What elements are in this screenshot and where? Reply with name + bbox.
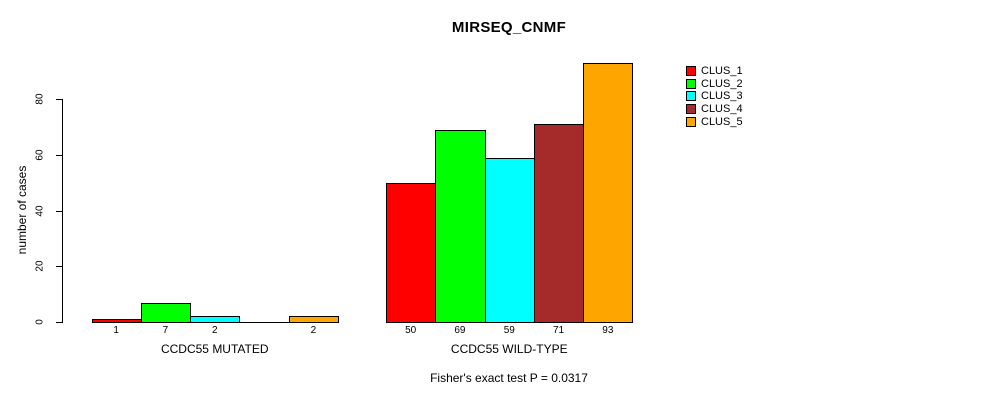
- bar-clus_4-zero: [239, 322, 290, 323]
- y-axis-tick: [56, 154, 62, 156]
- bar-value-label: 1: [113, 325, 119, 336]
- bar-clus_5: [288, 316, 339, 323]
- y-axis-tick: [56, 210, 62, 212]
- bar-value-label: 71: [552, 325, 565, 336]
- y-axis-tick-label: 20: [34, 260, 46, 272]
- bar-clus_2: [140, 302, 192, 323]
- y-axis-tick-label: 60: [34, 149, 46, 161]
- y-axis-tick-label: 80: [34, 93, 46, 105]
- group-label: CCDC55 WILD-TYPE: [450, 342, 568, 356]
- bar-clus_1: [386, 182, 437, 323]
- bar-value-label: 7: [162, 325, 169, 336]
- y-axis-tick: [56, 99, 62, 101]
- y-axis-line: [62, 99, 63, 323]
- y-axis-tick: [56, 266, 62, 268]
- bar-value-label: 50: [405, 325, 417, 336]
- bar-clus_5: [583, 63, 634, 323]
- y-axis-label: number of cases: [15, 165, 29, 255]
- bar-value-label: 69: [454, 325, 466, 336]
- annotation-text: Fisher's exact test P = 0.0317: [430, 371, 588, 385]
- legend-label: CLUS_1: [701, 65, 743, 77]
- legend-label: CLUS_5: [701, 115, 743, 128]
- y-axis-tick-label: 0: [34, 319, 46, 325]
- legend-label: CLUS_4: [701, 103, 743, 116]
- legend-swatch-clus_2: [686, 78, 696, 89]
- bar-value-label: 2: [211, 325, 218, 336]
- chart-title: MIRSEQ_CNMF: [451, 19, 567, 36]
- group-label: CCDC55 MUTATED: [160, 342, 269, 356]
- bar-clus_4: [533, 124, 585, 323]
- bar-clus_3: [484, 157, 535, 323]
- legend-swatch-clus_1: [686, 66, 696, 76]
- legend-swatch-clus_4: [686, 104, 696, 115]
- legend-swatch-clus_3: [686, 91, 696, 102]
- y-axis-tick-label: 40: [34, 205, 46, 217]
- bar-clus_2: [435, 129, 486, 323]
- legend-swatch-clus_5: [686, 116, 696, 127]
- legend-label: CLUS_3: [701, 90, 743, 103]
- bar-value-label: 93: [602, 325, 614, 336]
- legend-label: CLUS_2: [701, 77, 743, 90]
- bar-value-label: 2: [310, 325, 317, 336]
- bar-clus_3: [190, 316, 241, 323]
- y-axis-tick: [56, 322, 62, 323]
- bar-clus_1: [91, 319, 142, 323]
- bar-value-label: 59: [503, 325, 515, 336]
